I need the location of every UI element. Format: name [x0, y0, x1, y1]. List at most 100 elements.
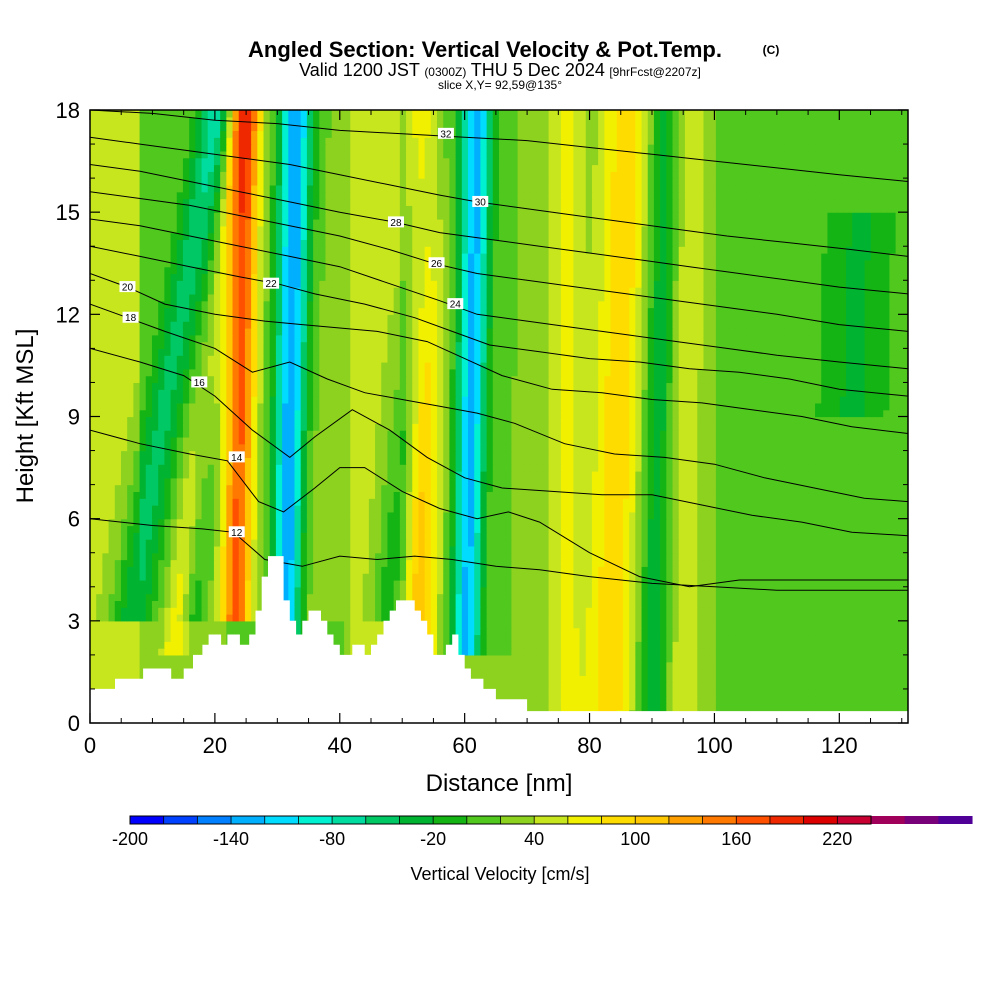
field-cell [319, 607, 327, 615]
field-cell [536, 682, 543, 690]
field-cell [356, 491, 364, 499]
field-cell [808, 661, 816, 670]
field-cell [511, 511, 519, 520]
field-cell [573, 593, 581, 601]
field-cell [108, 491, 116, 499]
field-cell [189, 566, 196, 574]
field-cell [864, 593, 872, 601]
field-cell [313, 559, 320, 567]
field-cell [288, 566, 296, 574]
field-cell [306, 552, 314, 561]
field-cell [821, 688, 829, 697]
field-cell [325, 620, 333, 629]
field-cell [635, 532, 643, 540]
field-cell [579, 491, 587, 499]
field-cell [765, 648, 773, 656]
field-cell [139, 498, 147, 506]
field-cell [133, 654, 141, 663]
field-cell [560, 620, 568, 629]
field-cell [567, 654, 574, 663]
field-cell [437, 641, 444, 649]
field-cell [480, 525, 488, 533]
field-cell [207, 470, 215, 479]
field-cell [164, 620, 172, 629]
field-cell [579, 484, 587, 493]
field-cell [189, 511, 196, 520]
field-cell [548, 532, 556, 540]
field-cell [616, 532, 624, 540]
field-cell [331, 484, 339, 493]
field-cell [784, 545, 791, 554]
field-cell [790, 552, 798, 561]
chart-title: Angled Section: Vertical Velocity & Pot.… [248, 37, 722, 62]
field-cell [852, 511, 860, 520]
field-cell [195, 579, 203, 588]
field-cell [319, 579, 327, 588]
field-cell [474, 511, 482, 520]
field-cell [753, 614, 760, 622]
field-cell [164, 607, 172, 615]
field-cell [251, 600, 258, 608]
field-cell [213, 566, 221, 574]
field-cell [356, 600, 364, 608]
field-cell [616, 688, 624, 697]
field-cell [790, 614, 798, 622]
field-cell [455, 620, 463, 629]
field-cell [870, 614, 878, 622]
field-cell [728, 552, 736, 561]
field-cell [331, 505, 339, 513]
field-cell [437, 600, 444, 608]
field-cell [622, 532, 630, 540]
field-cell [784, 682, 791, 690]
field-cell [579, 525, 587, 533]
field-cell [759, 491, 767, 499]
field-cell [344, 566, 351, 574]
field-cell [220, 498, 227, 506]
field-cell [499, 634, 506, 642]
field-cell [251, 532, 258, 540]
field-cell [703, 607, 711, 615]
field-cell [796, 552, 804, 561]
field-cell [108, 661, 116, 670]
field-cell [759, 579, 767, 588]
field-cell [412, 518, 420, 527]
field-cell [189, 579, 196, 588]
field-cell [591, 552, 599, 561]
field-cell [895, 627, 903, 636]
field-cell [709, 545, 717, 554]
field-cell [418, 607, 426, 615]
field-cell [796, 525, 804, 533]
field-cell [691, 498, 698, 506]
field-cell [474, 525, 482, 533]
field-cell [412, 470, 420, 479]
field-cell [288, 579, 296, 588]
field-cell [839, 539, 847, 547]
field-cell [554, 661, 562, 670]
field-cell [368, 498, 376, 506]
field-cell [715, 545, 723, 554]
field-cell [418, 464, 426, 472]
field-cell [722, 702, 729, 710]
field-cell [424, 573, 432, 581]
field-cell [560, 491, 568, 499]
field-cell [610, 586, 618, 595]
field-cell [647, 702, 655, 710]
field-cell [666, 470, 674, 479]
field-cell [864, 552, 872, 561]
field-cell [759, 668, 767, 676]
field-cell [765, 661, 773, 670]
field-cell [877, 695, 884, 704]
field-cell [170, 532, 178, 540]
field-cell [734, 668, 742, 676]
field-cell [306, 532, 314, 540]
field-cell [164, 573, 172, 581]
field-cell [505, 620, 512, 629]
field-cell [164, 539, 172, 547]
field-cell [288, 539, 296, 547]
field-cell [127, 586, 134, 595]
field-cell [678, 470, 686, 479]
field-cell [790, 573, 798, 581]
field-cell [102, 648, 110, 656]
field-cell [257, 600, 265, 608]
field-cell [108, 634, 116, 642]
